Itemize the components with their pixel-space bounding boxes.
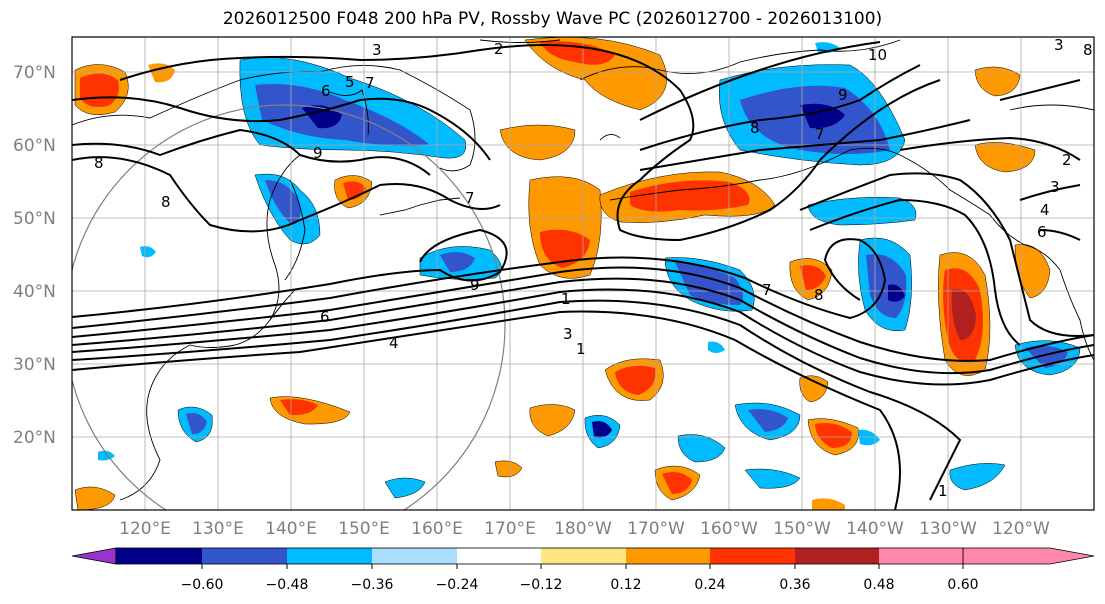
contour-label: 8 <box>1083 41 1093 59</box>
lon-label: 170°E <box>484 519 536 539</box>
lon-label: 180°W <box>554 519 612 539</box>
lat-label: 40°N <box>13 282 56 302</box>
lon-label: 160°W <box>700 519 758 539</box>
contour-label: 9 <box>313 144 323 162</box>
colorbar-segment <box>116 548 202 564</box>
map-plot-area: 2 3 5 6 7 9 8 8 7 10 9 8 7 9 7 8 6 4 3 1… <box>72 36 1094 510</box>
colorbar-tick-label: −0.48 <box>266 577 309 593</box>
contour-label: 3 <box>1054 36 1064 54</box>
lon-label: 150°W <box>773 519 831 539</box>
contour-label: 4 <box>1040 201 1050 219</box>
contour-label: 3 <box>372 41 382 59</box>
map-frame <box>71 36 1095 511</box>
lon-label: 130°E <box>192 519 244 539</box>
contour-label: 5 <box>345 73 355 91</box>
colorbar-segment <box>626 548 710 564</box>
colorbar: −0.60 −0.48 −0.36 −0.24 −0.12 0.12 0.24 … <box>71 547 1095 593</box>
contour-label: 1 <box>938 482 948 500</box>
reference-circle <box>72 104 506 510</box>
lat-label: 20°N <box>13 428 56 448</box>
contour-label: 6 <box>321 82 331 100</box>
lon-label: 120°E <box>119 519 171 539</box>
lon-label: 130°W <box>919 519 977 539</box>
contour-label: 4 <box>389 334 399 352</box>
pv-contours <box>72 41 1094 510</box>
colorbar-min-extend <box>71 547 117 565</box>
contour-label: 7 <box>815 125 825 143</box>
colorbar-outline <box>115 547 964 565</box>
latitude-labels: 70°N 60°N 50°N 40°N 30°N 20°N <box>13 63 56 448</box>
contour-label: 8 <box>814 286 824 304</box>
colorbar-segment <box>457 548 541 564</box>
lon-label: 140°E <box>265 519 317 539</box>
colorbar-tick-label: 0.12 <box>610 577 641 593</box>
lat-label: 50°N <box>13 209 56 229</box>
lon-label: 120°W <box>992 519 1050 539</box>
contour-label: 7 <box>762 281 772 299</box>
colorbar-segment <box>202 548 287 564</box>
contour-labels: 2 3 5 6 7 9 8 8 7 10 9 8 7 9 7 8 6 4 3 1… <box>94 36 1093 500</box>
colorbar-segment <box>710 548 795 564</box>
colorbar-tick-label: −0.36 <box>351 577 394 593</box>
contour-label: 2 <box>494 40 504 58</box>
lon-label: 140°W <box>846 519 904 539</box>
contour-label: 6 <box>1037 223 1047 241</box>
lon-label: 150°E <box>338 519 390 539</box>
colorbar-tick-label: 0.48 <box>863 577 894 593</box>
lat-label: 60°N <box>13 136 56 156</box>
contour-label: 1 <box>561 290 571 308</box>
contour-label: 7 <box>365 74 375 92</box>
colorbar-tick-marks <box>201 564 964 569</box>
contour-label: 8 <box>94 154 104 172</box>
colorbar-tick-label: 0.60 <box>947 577 978 593</box>
contour-label: 3 <box>1050 178 1060 196</box>
lat-label: 70°N <box>13 63 56 83</box>
map-title: 2026012500 F048 200 hPa PV, Rossby Wave … <box>222 9 883 29</box>
colorbar-tick-label: −0.24 <box>436 577 479 593</box>
colorbar-segment <box>541 548 626 564</box>
colorbar-tick-label: 0.24 <box>694 577 725 593</box>
contour-label: 9 <box>470 276 480 294</box>
longitude-labels: 120°E 130°E 140°E 150°E 160°E 170°E 180°… <box>119 519 1050 539</box>
lat-label: 30°N <box>13 355 56 375</box>
contour-label: 2 <box>1062 151 1072 169</box>
contour-label: 3 <box>563 325 573 343</box>
contour-label: 9 <box>838 86 848 104</box>
colorbar-tick-label: −0.60 <box>181 577 224 593</box>
contour-label: 7 <box>465 189 475 207</box>
contour-label: 8 <box>750 119 760 137</box>
contour-label: 8 <box>161 193 171 211</box>
contour-label: 6 <box>320 308 330 326</box>
colorbar-segment <box>372 548 457 564</box>
contour-label: 10 <box>868 46 887 64</box>
lon-label: 170°W <box>627 519 685 539</box>
contour-label: 1 <box>576 340 586 358</box>
colorbar-tick-label: 0.36 <box>779 577 810 593</box>
colorbar-segment <box>879 548 963 564</box>
colorbar-max-extend <box>962 547 1095 565</box>
colorbar-tick-label: −0.12 <box>520 577 563 593</box>
colorbar-segment <box>795 548 879 564</box>
lon-label: 160°E <box>411 519 463 539</box>
colorbar-segment <box>287 548 372 564</box>
